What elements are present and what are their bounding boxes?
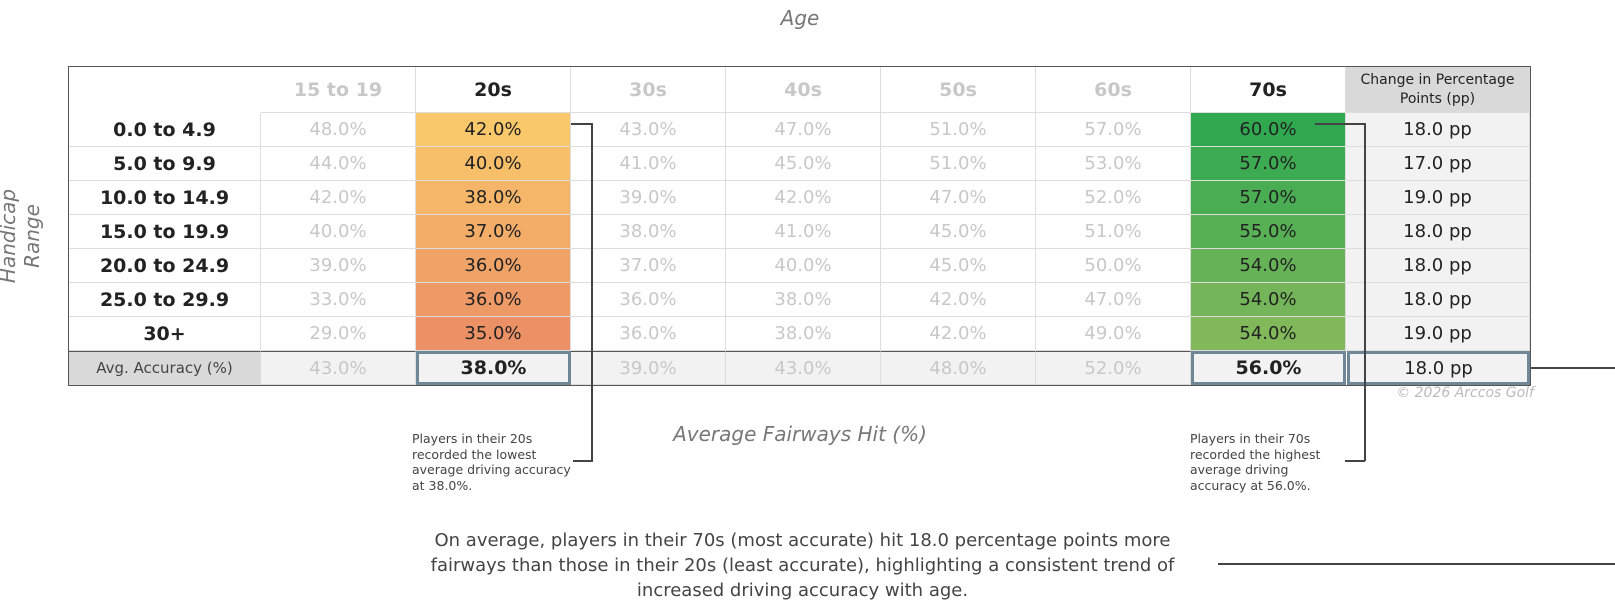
table-cell: 52.0% [1036, 181, 1191, 215]
table-cell: 50.0% [1036, 249, 1191, 283]
table-cell: 54.0% [1191, 283, 1346, 317]
footer-cell: 38.0% [416, 351, 571, 385]
row-label: 25.0 to 29.9 [69, 283, 261, 317]
annotation: Players in their 70s recorded the highes… [1190, 431, 1321, 493]
table-cell: 36.0% [416, 249, 571, 283]
table-cell: 40.0% [416, 147, 571, 181]
table-cell: 41.0% [571, 147, 726, 181]
table-cell: 35.0% [416, 317, 571, 351]
connector [591, 123, 593, 461]
table-cell: 60.0% [1191, 113, 1346, 147]
table-cell: 37.0% [416, 215, 571, 249]
table-cell: 36.0% [571, 283, 726, 317]
table-cell: 39.0% [571, 181, 726, 215]
table-cell: 42.0% [261, 181, 416, 215]
row-label: 5.0 to 9.9 [69, 147, 261, 181]
change-cell: 18.0 pp [1346, 249, 1530, 283]
table-cell: 40.0% [261, 215, 416, 249]
table-cell: 29.0% [261, 317, 416, 351]
footer-cell: 43.0% [726, 351, 881, 385]
table-cell: 47.0% [726, 113, 881, 147]
footer-cell: 39.0% [571, 351, 726, 385]
table-cell: 57.0% [1191, 181, 1346, 215]
table-cell: 37.0% [571, 249, 726, 283]
table-cell: 42.0% [726, 181, 881, 215]
row-label: 10.0 to 14.9 [69, 181, 261, 215]
column-header: 50s [881, 67, 1036, 113]
table-cell: 38.0% [416, 181, 571, 215]
table-cell: 33.0% [261, 283, 416, 317]
top-label: Age [780, 6, 820, 30]
table-cell: 42.0% [881, 283, 1036, 317]
x-label: Average Fairways Hit (%) [673, 422, 927, 446]
table-cell: 49.0% [1036, 317, 1191, 351]
connector [1345, 460, 1365, 462]
change-header: Change in Percentage Points (pp) [1346, 67, 1530, 113]
table-cell: 48.0% [261, 113, 416, 147]
change-cell: 18.0 pp [1346, 113, 1530, 147]
table-cell: 36.0% [416, 283, 571, 317]
row-label: 30+ [69, 317, 261, 351]
table-cell: 38.0% [726, 283, 881, 317]
table-cell: 43.0% [571, 113, 726, 147]
table: 15 to 19 20s 30s 40s 50s 60s 70s Change in Perc… [68, 66, 1531, 386]
table-cell: 51.0% [1036, 215, 1191, 249]
table-cell: 44.0% [261, 147, 416, 181]
footer-cell: 43.0% [261, 351, 416, 385]
connector [571, 123, 593, 125]
footer-cell: 56.0% [1191, 351, 1346, 385]
table-cell: 45.0% [881, 215, 1036, 249]
side-label: Handicap Range [0, 188, 44, 284]
column-header: 40s [726, 67, 881, 113]
row-label: 15.0 to 19.9 [69, 215, 261, 249]
table-cell: 57.0% [1191, 147, 1346, 181]
footer-label: Avg. Accuracy (%) [69, 351, 261, 385]
connector [1531, 367, 1615, 369]
table-cell: 57.0% [1036, 113, 1191, 147]
change-cell: 19.0 pp [1346, 181, 1530, 215]
table-cell: 51.0% [881, 147, 1036, 181]
column-header: 30s [571, 67, 726, 113]
table-cell: 42.0% [881, 317, 1036, 351]
column-header: 70s [1191, 67, 1346, 113]
connector [1218, 563, 1615, 565]
table-cell: 51.0% [881, 113, 1036, 147]
column-header: 60s [1036, 67, 1191, 113]
table-cell: 42.0% [416, 113, 571, 147]
table-cell: 38.0% [726, 317, 881, 351]
connector [573, 460, 593, 462]
table-cell: 54.0% [1191, 249, 1346, 283]
connector [1364, 123, 1366, 461]
change-cell: 17.0 pp [1346, 147, 1530, 181]
table-cell: 54.0% [1191, 317, 1346, 351]
annotation: Players in their 20s recorded the lowest… [412, 431, 571, 493]
connector [1315, 123, 1366, 125]
table-cell: 40.0% [726, 249, 881, 283]
footer-change: 18.0 pp [1347, 351, 1530, 385]
change-cell: 18.0 pp [1346, 283, 1530, 317]
table-cell: 47.0% [881, 181, 1036, 215]
footer-cell: 48.0% [881, 351, 1036, 385]
change-cell: 18.0 pp [1346, 215, 1530, 249]
footer-cell: 52.0% [1036, 351, 1191, 385]
table-cell: 38.0% [571, 215, 726, 249]
table-cell: 53.0% [1036, 147, 1191, 181]
table-cell: 41.0% [726, 215, 881, 249]
copyright: © 2026 Arccos Golf [1396, 385, 1534, 401]
change-cell: 19.0 pp [1346, 317, 1530, 351]
column-header: 20s [416, 67, 571, 113]
table-cell: 45.0% [726, 147, 881, 181]
table-cell: 55.0% [1191, 215, 1346, 249]
row-label: 0.0 to 4.9 [69, 113, 261, 147]
row-label: 20.0 to 24.9 [69, 249, 261, 283]
summary: On average, players in their 70s (most a… [430, 530, 1175, 601]
table-cell: 36.0% [571, 317, 726, 351]
table-cell: 39.0% [261, 249, 416, 283]
table-cell: 45.0% [881, 249, 1036, 283]
table-cell: 47.0% [1036, 283, 1191, 317]
column-header: 15 to 19 [261, 67, 416, 113]
